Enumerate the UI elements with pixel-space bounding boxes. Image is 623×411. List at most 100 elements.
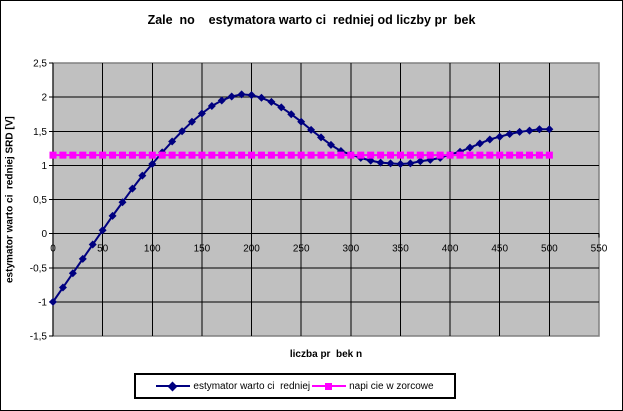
diamond-marker-icon xyxy=(406,159,415,168)
diamond-marker-icon xyxy=(297,117,306,126)
legend-item-estimator: estymator warto ci redniej xyxy=(156,381,310,392)
x-tick-label: 200 xyxy=(243,244,260,255)
diamond-marker-icon xyxy=(515,127,524,136)
square-marker-icon xyxy=(526,151,534,159)
legend-item-label: estymator warto ci redniej xyxy=(193,380,311,392)
square-marker-icon xyxy=(238,151,246,159)
square-marker-icon xyxy=(426,151,434,159)
square-marker-icon xyxy=(446,151,454,159)
square-marker-icon xyxy=(297,151,305,159)
square-marker-icon xyxy=(148,151,156,159)
square-marker-icon xyxy=(158,151,166,159)
square-marker-icon xyxy=(317,151,325,159)
square-marker-icon xyxy=(218,151,226,159)
square-marker-icon xyxy=(188,151,196,159)
x-tick-label: 450 xyxy=(491,244,508,255)
square-marker-icon xyxy=(466,151,474,159)
diamond-marker-icon xyxy=(128,184,137,193)
y-tick-label: 2 xyxy=(41,93,47,104)
square-marker-icon xyxy=(456,151,464,159)
legend-reference-swatch xyxy=(312,382,347,391)
y-tick-label: 2,5 xyxy=(33,59,47,70)
diamond-marker-icon xyxy=(187,117,196,126)
square-marker-icon xyxy=(396,151,404,159)
diamond-marker-icon xyxy=(485,135,494,144)
square-marker-icon xyxy=(377,151,385,159)
y-tick-label: -0,5 xyxy=(30,263,48,274)
square-marker-icon xyxy=(128,151,136,159)
x-tick-label: 0 xyxy=(50,244,56,255)
square-marker-icon xyxy=(69,151,77,159)
diamond-marker-icon xyxy=(197,109,206,118)
diamond-marker-icon xyxy=(267,97,276,106)
square-marker-icon xyxy=(208,151,216,159)
diamond-marker-icon xyxy=(475,139,484,148)
square-marker-icon xyxy=(257,151,265,159)
square-marker-icon xyxy=(248,151,256,159)
square-marker-icon xyxy=(228,151,236,159)
x-tick-label: 400 xyxy=(442,244,459,255)
diamond-marker-icon xyxy=(396,160,405,169)
square-marker-icon xyxy=(89,151,97,159)
square-marker-icon xyxy=(327,151,335,159)
square-marker-icon xyxy=(178,151,186,159)
diamond-marker-icon xyxy=(525,126,534,135)
diamond-marker-icon xyxy=(535,125,544,134)
diamond-marker-icon xyxy=(227,92,236,101)
diamond-marker-icon xyxy=(505,129,514,138)
diamond-marker-icon xyxy=(138,171,147,180)
x-tick-label: 50 xyxy=(97,244,109,255)
diamond-marker-icon xyxy=(247,91,256,100)
diamond-marker-icon xyxy=(148,160,157,169)
x-tick-label: 150 xyxy=(194,244,211,255)
x-tick-label: 500 xyxy=(541,244,558,255)
legend-diamond-marker-icon xyxy=(167,381,178,391)
legend-item-reference: napi cie w zorcowe xyxy=(312,380,434,392)
diamond-marker-icon xyxy=(287,110,296,119)
diamond-marker-icon xyxy=(78,254,87,263)
x-tick-label: 550 xyxy=(591,244,608,255)
square-marker-icon xyxy=(486,151,494,159)
diamond-marker-icon xyxy=(317,133,326,142)
x-tick-label: 300 xyxy=(342,244,359,255)
diamond-marker-icon xyxy=(178,127,187,136)
diamond-marker-icon xyxy=(207,101,216,110)
diamond-marker-icon xyxy=(495,132,504,141)
chart-title: Zale no estymatora warto ci redniej od l… xyxy=(147,13,476,27)
square-marker-icon xyxy=(59,151,67,159)
square-marker-icon xyxy=(436,151,444,159)
diamond-marker-icon xyxy=(386,159,395,168)
square-marker-icon xyxy=(49,151,57,159)
y-tick-label: 0 xyxy=(41,229,47,240)
legend-item-label: napi cie w zorcowe xyxy=(349,380,434,392)
square-marker-icon xyxy=(337,151,345,159)
diamond-marker-icon xyxy=(545,125,554,134)
x-tick-label: 250 xyxy=(293,244,310,255)
square-marker-icon xyxy=(138,151,146,159)
diamond-marker-icon xyxy=(277,103,286,112)
diamond-marker-icon xyxy=(88,240,97,249)
y-tick-label: -1,5 xyxy=(30,332,48,343)
diamond-marker-icon xyxy=(49,297,57,306)
diamond-marker-icon xyxy=(237,90,246,99)
square-marker-icon xyxy=(357,151,365,159)
square-marker-icon xyxy=(406,151,414,159)
diamond-marker-icon xyxy=(118,198,127,207)
diamond-marker-icon xyxy=(465,143,474,152)
diamond-marker-icon xyxy=(217,96,226,105)
legend-square-marker-icon xyxy=(325,382,333,390)
diamond-marker-icon xyxy=(376,158,385,167)
square-marker-icon xyxy=(516,151,524,159)
diamond-marker-icon xyxy=(108,211,117,220)
square-marker-icon xyxy=(545,151,553,159)
x-tick-label: 350 xyxy=(392,244,409,255)
y-tick-label: 0,5 xyxy=(33,195,47,206)
diamond-marker-icon xyxy=(168,137,177,146)
legend-box: estymator warto ci redniej napi cie w zo… xyxy=(134,373,456,399)
square-marker-icon xyxy=(79,151,87,159)
diamond-marker-icon xyxy=(257,93,266,102)
square-marker-icon xyxy=(267,151,275,159)
x-tick-label: 100 xyxy=(144,244,161,255)
square-marker-icon xyxy=(168,151,176,159)
